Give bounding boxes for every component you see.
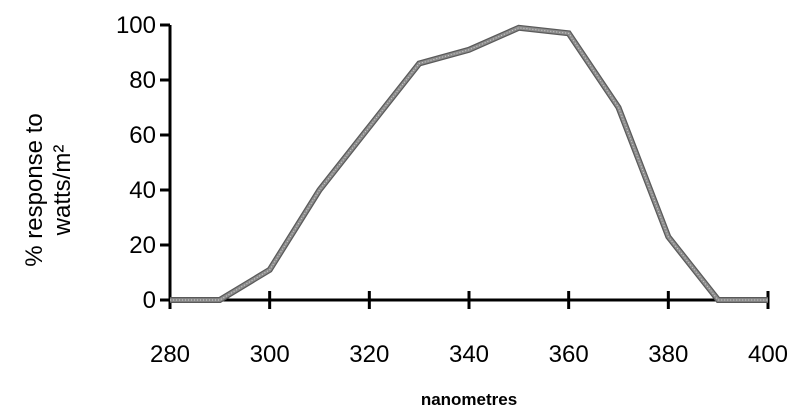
x-tick-label: 280 — [150, 341, 190, 368]
x-tick-label: 340 — [449, 341, 489, 368]
y-tick-label: 100 — [116, 12, 156, 39]
x-tick-label: 300 — [250, 341, 290, 368]
y-axis-title: % response to watts/m² — [21, 113, 76, 266]
y-axis-title-line-2: watts/m² — [49, 145, 76, 237]
y-tick-label: 20 — [129, 232, 156, 259]
x-axis-title: nanometres — [421, 390, 517, 409]
y-tick-label: 40 — [129, 177, 156, 204]
x-tick-label: 380 — [648, 341, 688, 368]
y-tick-label: 80 — [129, 67, 156, 94]
x-tick-label: 360 — [549, 341, 589, 368]
series-line-texture — [170, 27, 768, 301]
y-tick-label: 0 — [143, 287, 156, 314]
plot-area: 0 20 40 60 80 100 280 300 320 340 360 380 400 — [116, 12, 788, 368]
x-tick-label: 320 — [349, 341, 389, 368]
series-line-outline — [170, 24, 768, 303]
series-line — [170, 26, 768, 302]
x-tick-label: 400 — [748, 341, 788, 368]
y-axis-title-line-1: % response to — [21, 113, 48, 266]
y-tick-label: 60 — [129, 122, 156, 149]
